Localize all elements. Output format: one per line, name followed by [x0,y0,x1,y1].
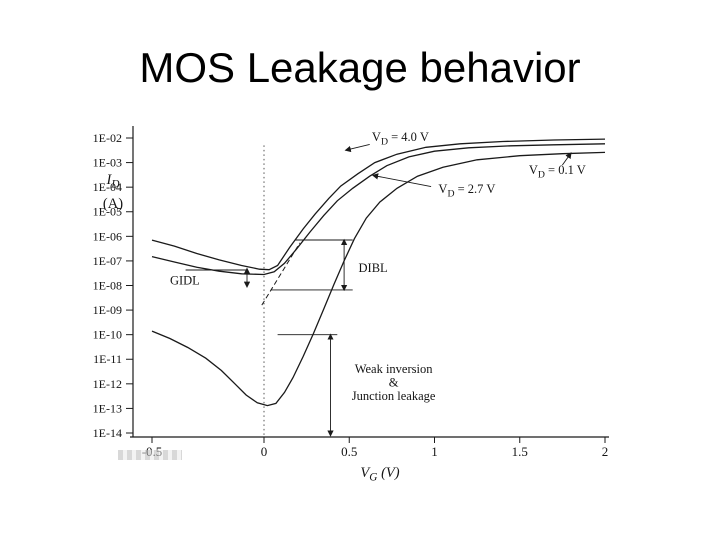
svg-text:&: & [389,375,399,389]
svg-text:ID: ID [105,172,119,191]
annotation-gidl: GIDL [170,267,251,288]
vd01-label: VD = 0.1 V [529,152,586,181]
svg-text:1E-11: 1E-11 [93,352,122,366]
annotation-dibl: DIBL [270,238,388,292]
svg-text:VD = 0.1 V: VD = 0.1 V [529,163,586,181]
svg-text:0.5: 0.5 [341,444,357,459]
svg-text:VG (V): VG (V) [360,465,399,484]
svg-text:VD = 2.7 V: VD = 2.7 V [438,182,495,200]
series-vd-4-0 [151,138,606,271]
svg-text:1E-06: 1E-06 [93,229,122,243]
svg-text:1E-12: 1E-12 [93,377,122,391]
vd40-label: VD = 4.0 V [344,130,429,153]
svg-text:1E-13: 1E-13 [93,401,122,415]
scan-artifact [118,450,182,460]
svg-text:DIBL: DIBL [359,261,388,275]
svg-text:Junction leakage: Junction leakage [352,389,436,403]
series-vd-0-1 [151,151,606,407]
svg-text:(A): (A) [103,196,123,212]
series-vd-2-7 [151,143,606,276]
svg-text:1E-04: 1E-04 [93,180,122,194]
axes [130,126,609,438]
svg-text:1E-07: 1E-07 [93,254,122,268]
svg-text:VD = 4.0 V: VD = 4.0 V [372,130,429,148]
svg-text:0: 0 [261,444,268,459]
svg-text:Weak inversion: Weak inversion [355,362,434,376]
slide-title: MOS Leakage behavior [139,44,581,91]
svg-text:1E-10: 1E-10 [93,328,122,342]
y-axis: 1E-02 1E-03 1E-04 1E-05 1E-06 1E-07 1E-08 1E-09… [93,131,133,440]
svg-text:1E-03: 1E-03 [93,156,122,170]
svg-text:1E-05: 1E-05 [93,205,122,219]
svg-text:1E-08: 1E-08 [93,278,122,292]
series-extrapolation [261,242,301,306]
svg-text:2: 2 [602,444,609,459]
svg-text:1E-14: 1E-14 [93,426,122,440]
svg-text:GIDL: GIDL [170,273,200,287]
svg-text:1: 1 [431,444,438,459]
vd27-label: VD = 2.7 V [371,173,495,200]
annotation-weak-inversion: Weak inversion&Junction leakage [277,333,436,437]
svg-text:1.5: 1.5 [512,444,528,459]
svg-text:1E-09: 1E-09 [93,303,122,317]
svg-text:1E-02: 1E-02 [93,131,122,145]
